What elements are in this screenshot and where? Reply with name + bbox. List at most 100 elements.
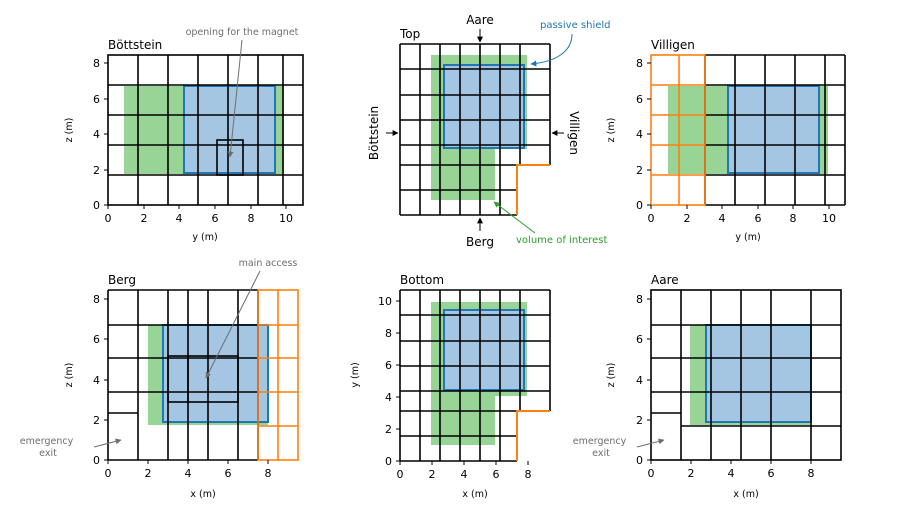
emergency-exit-arrow xyxy=(93,438,122,448)
panel-aare: Aare emergency exit 0 2 4 6 8 z (m) 0 2 … xyxy=(573,273,842,500)
magnet-opening-label: opening for the magnet xyxy=(186,27,299,38)
passive-shield-area xyxy=(183,85,276,174)
tick-label: 6 xyxy=(636,333,643,346)
tick-label: 2 xyxy=(636,164,643,177)
tick-label: 0 xyxy=(385,455,392,468)
panel-top: Top Aare Berg Böttstein Villigen passive… xyxy=(367,13,611,249)
volume-of-interest-area-lower xyxy=(431,148,495,200)
side-label-west: Böttstein xyxy=(367,106,381,160)
tick-label: 4 xyxy=(93,128,100,141)
side-label-north: Aare xyxy=(466,13,494,27)
emergency-exit-line-1: emergency xyxy=(20,436,74,447)
emergency-exit-line-1: emergency xyxy=(573,436,627,447)
tick-label: 4 xyxy=(728,467,735,480)
axis-label: x (m) xyxy=(462,489,487,500)
volume-of-interest-arrow xyxy=(493,201,536,234)
tick-label: 4 xyxy=(176,212,183,225)
passive-shield-area xyxy=(162,324,269,423)
x-axis: 0 2 4 6 8 x (m) xyxy=(105,460,272,500)
axis-label: y (m) xyxy=(735,232,760,243)
tick-label: 2 xyxy=(93,164,100,177)
tick-label: 10 xyxy=(822,212,836,225)
tick-label: 2 xyxy=(385,423,392,436)
tick-label: 0 xyxy=(105,212,112,225)
wall-grid xyxy=(107,54,304,206)
side-label-south: Berg xyxy=(466,235,494,249)
tick-label: 6 xyxy=(93,333,100,346)
tick-label: 8 xyxy=(248,212,255,225)
axis-label: x (m) xyxy=(190,489,215,500)
panel-bottstein: Böttstein opening for the magnet 0 2 4 6… xyxy=(64,27,304,243)
tick-label: 4 xyxy=(461,468,468,481)
passive-shield-area xyxy=(443,64,525,149)
panel-title: Top xyxy=(399,27,420,41)
panel-villigen: Villigen 0 2 4 6 8 z (m) 0 2 4 6 8 10 y … xyxy=(606,38,846,243)
x-axis: 0 2 4 6 8 x (m) xyxy=(648,460,815,500)
y-axis: 0 2 4 6 8 z (m) xyxy=(64,57,108,212)
tick-label: 6 xyxy=(212,212,219,225)
tick-label: 4 xyxy=(93,374,100,387)
tick-label: 8 xyxy=(636,293,643,306)
tick-label: 6 xyxy=(385,359,392,372)
y-axis: 0 2 4 6 8 z (m) xyxy=(606,293,651,467)
axis-label: y (m) xyxy=(192,232,217,243)
panel-title: Villigen xyxy=(651,38,695,52)
volume-of-interest-label: volume of interest xyxy=(516,235,607,246)
axis-label: z (m) xyxy=(606,118,617,143)
tick-label: 10 xyxy=(279,212,293,225)
wall-grid xyxy=(399,289,551,462)
tick-label: 8 xyxy=(93,57,100,70)
x-axis: 0 2 4 6 8 10 y (m) xyxy=(105,205,293,243)
tick-label: 2 xyxy=(93,414,100,427)
tick-label: 2 xyxy=(684,212,691,225)
panel-title: Aare xyxy=(651,273,679,287)
emergency-exit-line-2: exit xyxy=(592,448,610,459)
axis-label: z (m) xyxy=(64,118,75,143)
tick-label: 2 xyxy=(636,414,643,427)
tick-label: 6 xyxy=(225,467,232,480)
passive-shield-area xyxy=(705,324,812,423)
main-access-label: main access xyxy=(239,258,298,269)
main-access-arrow xyxy=(205,270,261,379)
tick-label: 8 xyxy=(636,57,643,70)
panel-bottom: Bottom 0 2 4 6 8 10 y (m) 0 2 4 6 8 x (m… xyxy=(350,273,551,500)
emergency-exit-arrow xyxy=(636,438,665,448)
tick-label: 6 xyxy=(768,467,775,480)
wall-grid xyxy=(107,289,259,461)
tick-label: 0 xyxy=(93,454,100,467)
axis-label: y (m) xyxy=(350,362,361,387)
tick-label: 6 xyxy=(493,468,500,481)
tick-label: 2 xyxy=(145,467,152,480)
tick-label: 0 xyxy=(648,467,655,480)
y-axis: 0 2 4 6 8 z (m) xyxy=(64,293,108,467)
orange-wall-outline xyxy=(516,164,550,215)
passive-shield-area xyxy=(443,309,525,391)
tick-label: 6 xyxy=(636,93,643,106)
wall-grid xyxy=(650,289,842,461)
tick-label: 8 xyxy=(265,467,272,480)
tick-label: 0 xyxy=(105,467,112,480)
passive-shield-label: passive shield xyxy=(540,20,611,31)
wall-grid xyxy=(399,43,551,216)
axis-label: x (m) xyxy=(733,489,758,500)
tick-label: 0 xyxy=(93,199,100,212)
tick-label: 0 xyxy=(636,199,643,212)
passive-shield-arrow xyxy=(530,33,573,67)
tick-label: 4 xyxy=(719,212,726,225)
tick-label: 0 xyxy=(648,212,655,225)
emergency-exit-label: emergency exit xyxy=(573,436,629,459)
axis-label: z (m) xyxy=(606,363,617,388)
side-label-east: Villigen xyxy=(567,111,581,155)
tick-label: 6 xyxy=(93,93,100,106)
emergency-exit-label: emergency exit xyxy=(20,436,76,459)
orange-wall-grid xyxy=(257,289,299,461)
tick-label: 8 xyxy=(790,212,797,225)
tick-label: 10 xyxy=(378,295,392,308)
tick-label: 2 xyxy=(141,212,148,225)
tick-label: 4 xyxy=(385,391,392,404)
tick-label: 4 xyxy=(636,128,643,141)
x-axis: 0 2 4 6 8 10 y (m) xyxy=(648,205,836,243)
tick-label: 8 xyxy=(808,467,815,480)
axis-label: z (m) xyxy=(64,363,75,388)
tick-label: 0 xyxy=(636,454,643,467)
